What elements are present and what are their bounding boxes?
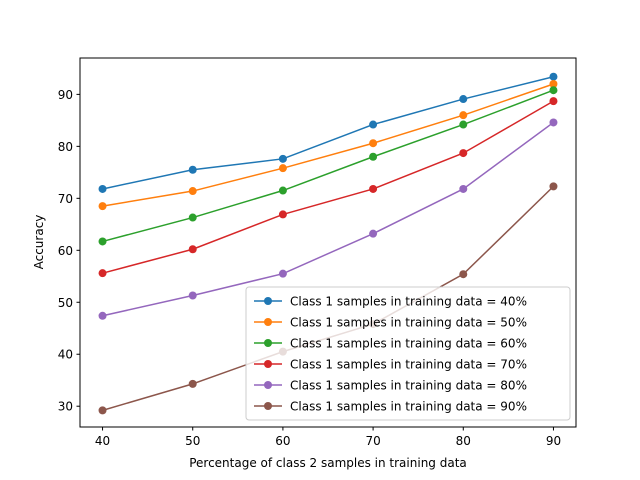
plot-frame	[79, 57, 577, 428]
legend-entry: Class 1 samples in training data = 50%	[254, 316, 527, 330]
x-tick-label: 90	[546, 434, 561, 448]
y-tick-label: 40	[58, 348, 73, 362]
series-line	[102, 100, 554, 274]
data-point	[549, 118, 558, 127]
data-point	[459, 149, 468, 158]
x-axis-ticks: 40 50 60 70 80 90	[95, 427, 561, 448]
legend-marker	[264, 339, 272, 347]
data-point	[278, 154, 287, 163]
data-point	[188, 187, 197, 196]
data-point	[369, 152, 378, 161]
data-point	[278, 269, 287, 278]
data-point	[369, 184, 378, 193]
data-point	[459, 270, 468, 279]
y-tick-label: 80	[58, 140, 73, 154]
legend: Class 1 samples in training data = 40% Cl…	[245, 286, 571, 421]
data-point	[188, 379, 197, 388]
x-tick-label: 40	[95, 434, 110, 448]
series-line	[102, 89, 554, 243]
data-point	[549, 97, 558, 106]
y-tick-label: 30	[58, 400, 73, 414]
legend-entry: Class 1 samples in training data = 80%	[254, 379, 527, 393]
data-point	[459, 120, 468, 129]
legend-label: Class 1 samples in training data = 60%	[290, 337, 527, 351]
data-point	[459, 95, 468, 104]
data-point	[98, 406, 107, 415]
data-point	[98, 237, 107, 246]
data-point	[188, 291, 197, 300]
data-point	[98, 269, 107, 278]
data-point	[188, 165, 197, 174]
legend-label: Class 1 samples in training data = 50%	[290, 316, 527, 330]
data-point	[549, 79, 558, 88]
data-point	[369, 120, 378, 129]
data-point	[369, 229, 378, 238]
legend-entry: Class 1 samples in training data = 40%	[254, 295, 527, 309]
series-line	[102, 75, 554, 190]
legend-label: Class 1 samples in training data = 90%	[290, 400, 527, 414]
legend-entry: Class 1 samples in training data = 60%	[254, 337, 527, 351]
legend-marker	[264, 318, 272, 326]
legend-entry: Class 1 samples in training data = 90%	[254, 400, 527, 414]
data-point	[98, 202, 107, 211]
series-markers	[98, 72, 558, 415]
legend-marker	[264, 402, 272, 410]
legend-marker	[264, 360, 272, 368]
x-axis-label: Percentage of class 2 samples in trainin…	[189, 456, 467, 470]
y-axis-ticks: 30 40 50 60 70 80 90	[58, 88, 80, 414]
data-point	[549, 86, 558, 95]
series-line	[102, 83, 554, 207]
series-line	[102, 121, 554, 317]
legend-label: Class 1 samples in training data = 70%	[290, 358, 527, 372]
data-point	[188, 245, 197, 254]
data-point	[278, 210, 287, 219]
y-tick-label: 70	[58, 192, 73, 206]
data-point	[98, 311, 107, 320]
data-point	[549, 182, 558, 191]
x-tick-label: 70	[365, 434, 380, 448]
legend-marker	[264, 297, 272, 305]
x-tick-label: 50	[185, 434, 200, 448]
data-point	[188, 213, 197, 222]
data-point	[459, 184, 468, 193]
y-tick-label: 90	[58, 88, 73, 102]
legend-marker	[264, 381, 272, 389]
data-point	[278, 186, 287, 195]
legend-entry: Class 1 samples in training data = 70%	[254, 358, 527, 372]
data-point	[549, 72, 558, 81]
data-point	[459, 111, 468, 120]
legend-box	[245, 286, 571, 421]
y-tick-label: 50	[58, 296, 73, 310]
data-point	[98, 184, 107, 193]
data-point	[369, 139, 378, 148]
y-axis-label: Accuracy	[32, 215, 46, 270]
y-tick-label: 60	[58, 244, 73, 258]
data-point	[278, 164, 287, 173]
legend-label: Class 1 samples in training data = 80%	[290, 379, 527, 393]
x-tick-label: 80	[456, 434, 471, 448]
x-tick-label: 60	[275, 434, 290, 448]
legend-label: Class 1 samples in training data = 40%	[290, 295, 527, 309]
